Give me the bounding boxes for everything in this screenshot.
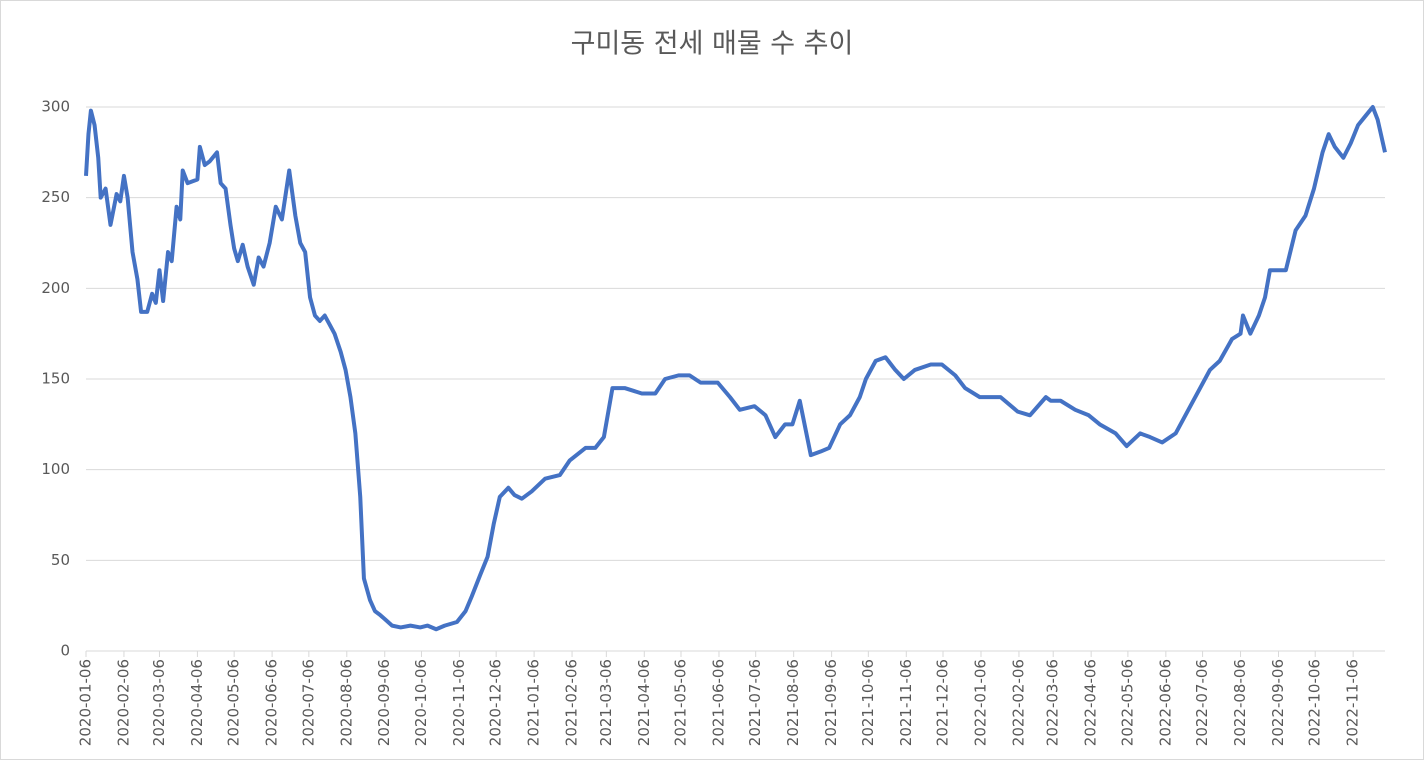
data-line	[84, 105, 1387, 632]
x-tick-label: 2021-04-06	[635, 659, 653, 746]
y-tick-label: 200	[41, 279, 70, 297]
x-tick-label: 2022-03-06	[1044, 659, 1062, 746]
x-tick-label: 2021-02-06	[563, 659, 581, 746]
x-tick-label: 2021-06-06	[709, 659, 727, 746]
chart-title: 구미동 전세 매물 수 추이	[571, 29, 854, 60]
y-tick-label: 0	[60, 642, 70, 660]
y-tick-label: 150	[41, 370, 70, 388]
x-tick-label: 2022-11-06	[1344, 659, 1362, 746]
x-tick-label: 2022-07-06	[1193, 659, 1211, 746]
y-tick-label: 300	[41, 98, 70, 116]
x-tick-label: 2020-07-06	[299, 659, 317, 746]
x-tick-label: 2020-11-06	[450, 659, 468, 746]
x-tick-label: 2020-04-06	[188, 659, 206, 746]
x-tick-label: 2021-05-06	[672, 659, 690, 746]
x-tick-label: 2021-09-06	[822, 659, 840, 746]
x-tick-label: 2021-12-06	[934, 659, 952, 746]
x-tick-label: 2020-09-06	[375, 659, 393, 746]
x-tick-label: 2022-09-06	[1269, 659, 1287, 746]
x-tick-label: 2022-02-06	[1009, 659, 1027, 746]
y-tick-label: 50	[51, 551, 70, 569]
x-tick-label: 2020-01-06	[77, 659, 95, 746]
x-tick-label: 2021-07-06	[746, 659, 764, 746]
x-tick-label: 2021-03-06	[597, 659, 615, 746]
x-tick-label: 2021-10-06	[859, 659, 877, 746]
x-tick-label: 2020-03-06	[150, 659, 168, 746]
x-tick-label: 2020-08-06	[337, 659, 355, 746]
x-tick-label: 2020-05-06	[225, 659, 243, 746]
y-tick-label: 250	[41, 188, 70, 206]
x-tick-label: 2020-12-06	[487, 659, 505, 746]
x-tick-label: 2022-01-06	[971, 659, 989, 746]
x-tick-label: 2021-11-06	[897, 659, 915, 746]
x-tick-label: 2022-08-06	[1231, 659, 1249, 746]
x-tick-label: 2020-06-06	[263, 659, 281, 746]
x-tick-label: 2022-10-06	[1306, 659, 1324, 746]
x-tick-label: 2020-02-06	[114, 659, 132, 746]
y-tick-label: 100	[41, 460, 70, 478]
x-tick-label: 2022-06-06	[1156, 659, 1174, 746]
x-tick-label: 2020-10-06	[412, 659, 430, 746]
x-tick-label: 2021-01-06	[525, 659, 543, 746]
x-tick-label: 2022-05-06	[1118, 659, 1136, 746]
x-tick-label: 2021-08-06	[784, 659, 802, 746]
x-tick-label: 2022-04-06	[1082, 659, 1100, 746]
